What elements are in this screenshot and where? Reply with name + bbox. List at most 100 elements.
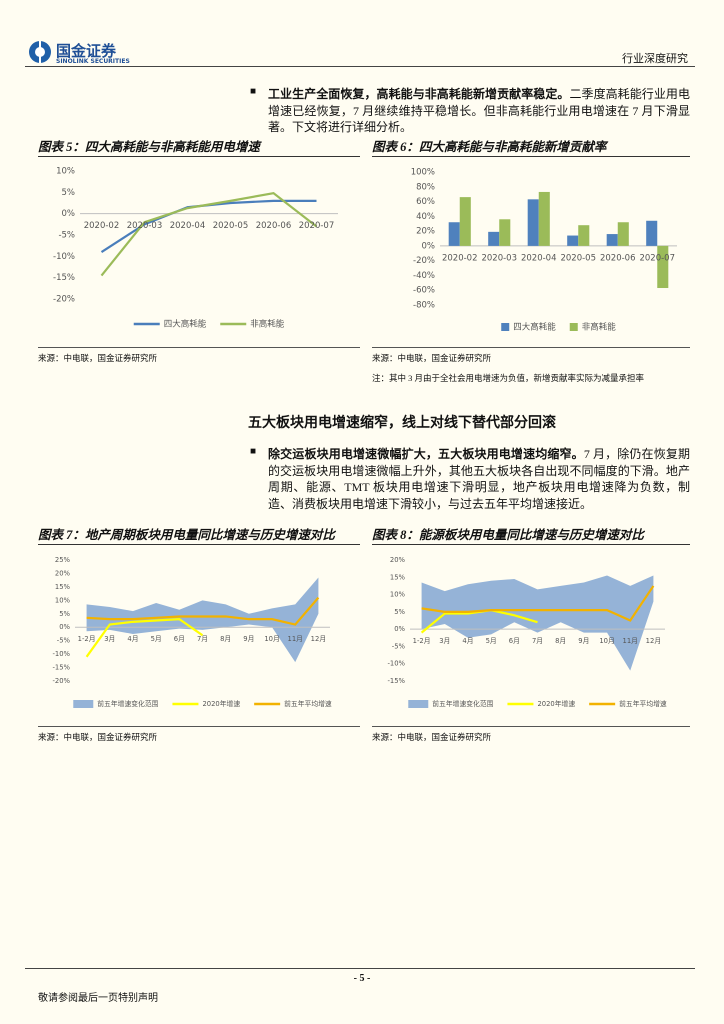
x-tick-label: 2020-03 xyxy=(127,221,163,231)
bold-lead: 工业生产全面恢复，高耗能与非高耗能新增贡献率稳定。 xyxy=(268,87,570,101)
paragraph: 工业生产全面恢复，高耗能与非高耗能新增贡献率稳定。二季度高耗能行业用电增速已经恢… xyxy=(268,86,690,136)
x-tick-label: 2020-03 xyxy=(481,253,517,263)
y-tick-label: 5% xyxy=(59,610,70,618)
x-tick-label: 9月 xyxy=(243,635,254,643)
y-tick-label: 80% xyxy=(416,182,435,192)
x-tick-label: 9月 xyxy=(578,637,589,645)
chart-title: 图表 5：四大高耗能与非高耗能用电增速 xyxy=(38,138,360,157)
chart-block: 图表 7：地产周期板块用电量同比增速与历史增速对比 -20% -15% -10% -5… xyxy=(38,526,360,743)
y-tick-label: 0% xyxy=(59,623,70,631)
y-tick-label: 15% xyxy=(55,583,71,591)
source: 来源：中电联，国金证券研究所 xyxy=(38,726,360,743)
x-tick-label: 2020-02 xyxy=(84,221,120,231)
chart-block: 图表 5：四大高耗能与非高耗能用电增速 -20% -15% -10% -5% 0% 5% 1… xyxy=(38,138,360,364)
legend-label: 前五年增速变化范围 xyxy=(432,699,493,708)
section-heading: 五大板块用电增速缩窄，线上对线下替代部分回滚 xyxy=(248,416,556,431)
company: 国金证券 xyxy=(56,42,117,60)
x-tick-label: 2020-07 xyxy=(299,221,335,231)
y-tick-label: 5% xyxy=(394,608,405,616)
x-tick-label: 2020-05 xyxy=(560,253,596,263)
y-tick-label: 20% xyxy=(55,569,71,577)
chart: -80% -60% -40% -20% 0% 20% 40% 60% 80% 100% 2020-0… xyxy=(411,168,677,333)
bar xyxy=(527,199,539,246)
y-tick-label: -80% xyxy=(413,301,435,311)
y-tick-label: 5% xyxy=(62,188,76,198)
legend-swatch xyxy=(501,323,510,331)
x-tick-label: 2020-04 xyxy=(521,253,557,263)
x-tick-label: 8月 xyxy=(555,637,566,645)
x-tick-label: 2020-06 xyxy=(256,221,292,231)
bar xyxy=(459,197,471,246)
bar xyxy=(448,222,460,246)
x-tick-label: 3月 xyxy=(104,635,115,643)
bar xyxy=(567,235,579,246)
y-tick-label: 10% xyxy=(56,167,75,177)
source: 来源：中电联，国金证券研究所 xyxy=(372,347,690,364)
y-tick-label: -5% xyxy=(392,642,406,650)
line xyxy=(86,596,320,626)
x-tick-label: 3月 xyxy=(439,637,450,645)
y-tick-label: 60% xyxy=(416,197,435,207)
legend-label: 2020年增速 xyxy=(202,699,240,708)
y-tick-label: -40% xyxy=(413,271,435,281)
y-tick-label: -5% xyxy=(57,637,71,645)
bar xyxy=(488,231,500,246)
bar xyxy=(606,234,618,246)
line xyxy=(421,585,655,622)
y-tick-label: 15% xyxy=(390,573,406,581)
bar xyxy=(657,245,669,289)
y-tick-label: 0% xyxy=(422,241,436,251)
y-tick-label: 10% xyxy=(390,591,406,599)
x-tick-label: 2020-07 xyxy=(639,253,675,263)
x-tick-label: 12月 xyxy=(646,637,661,645)
company-en: SINOLINK SECURITIES xyxy=(56,58,130,65)
y-tick-label: -20% xyxy=(52,677,70,685)
x-tick-label: 12月 xyxy=(311,635,326,643)
bullet: ■ xyxy=(250,446,257,457)
x-tick-label: 10月 xyxy=(264,635,279,643)
legend-label: 四大高耗能 xyxy=(513,322,556,333)
x-tick-label: 4月 xyxy=(127,635,138,643)
x-tick-label: 2020-06 xyxy=(600,253,636,263)
x-tick-label: 8月 xyxy=(220,635,231,643)
note: 注：其中 3 月由于全社会用电增速为负值，新增贡献率实际为减量承担率 xyxy=(372,373,645,383)
x-tick-label: 2020-05 xyxy=(213,221,249,231)
y-tick-label: -15% xyxy=(52,664,70,672)
x-tick-label: 7月 xyxy=(532,637,543,645)
bar xyxy=(578,225,590,246)
chart-block: 图表 6：四大高耗能与非高耗能新增贡献率 -80% -60% -40% -20% 0% 2… xyxy=(372,138,690,384)
x-tick-label: 6月 xyxy=(174,635,185,643)
x-tick-label: 4月 xyxy=(462,637,473,645)
legend-label: 非高耗能 xyxy=(582,322,617,333)
bullet: ■ xyxy=(250,86,257,97)
chart-block: 图表 8：能源板块用电量同比增速与历史增速对比 -15% -10% -5% 0% 5% 1… xyxy=(372,526,690,743)
x-tick-label: 2020-04 xyxy=(170,221,206,231)
y-tick-label: 10% xyxy=(55,596,71,604)
legend-swatch xyxy=(73,700,94,708)
legend-label: 非高耗能 xyxy=(250,319,285,330)
chart-title: 图表 8：能源板块用电量同比增速与历史增速对比 xyxy=(372,526,690,545)
legend-label: 前五年增速变化范围 xyxy=(97,699,158,708)
bar xyxy=(617,222,629,246)
y-tick-label: 0% xyxy=(62,209,76,219)
chart: -15% -10% -5% 0% 5% 10% 15% 20% 1-2月 3月 4月 5月 6月 7月 8月… xyxy=(387,556,667,708)
bold-lead: 除交运板块用电增速微幅扩大，五大板块用电增速均缩窄。 xyxy=(268,447,584,461)
y-tick-label: 100% xyxy=(411,168,435,178)
paragraph: 除交运板块用电增速微幅扩大，五大板块用电增速均缩窄。7 月，除仍在恢复期的交运板… xyxy=(268,446,690,512)
y-tick-label: -60% xyxy=(413,286,435,296)
y-tick-label: 20% xyxy=(416,227,435,237)
legend-label: 四大高耗能 xyxy=(164,319,207,330)
x-tick-label: 2020-02 xyxy=(442,253,478,263)
header-rule xyxy=(25,66,695,67)
x-tick-label: 6月 xyxy=(509,637,520,645)
y-tick-label: -10% xyxy=(387,660,405,668)
x-tick-label: 1-2月 xyxy=(78,635,96,643)
text: 7 月，除仍在恢复期的交运板块用电增速微幅上升外，其他五大板块各自出现不同幅度的… xyxy=(268,447,690,511)
range-band xyxy=(86,577,319,663)
x-tick-label: 11月 xyxy=(288,635,303,643)
logo-icon xyxy=(29,41,51,63)
line xyxy=(100,192,318,277)
y-tick-label: 40% xyxy=(416,212,435,222)
chart: -20% -15% -10% -5% 0% 5% 10% 2020-02 2020-03 2020… xyxy=(53,167,338,330)
